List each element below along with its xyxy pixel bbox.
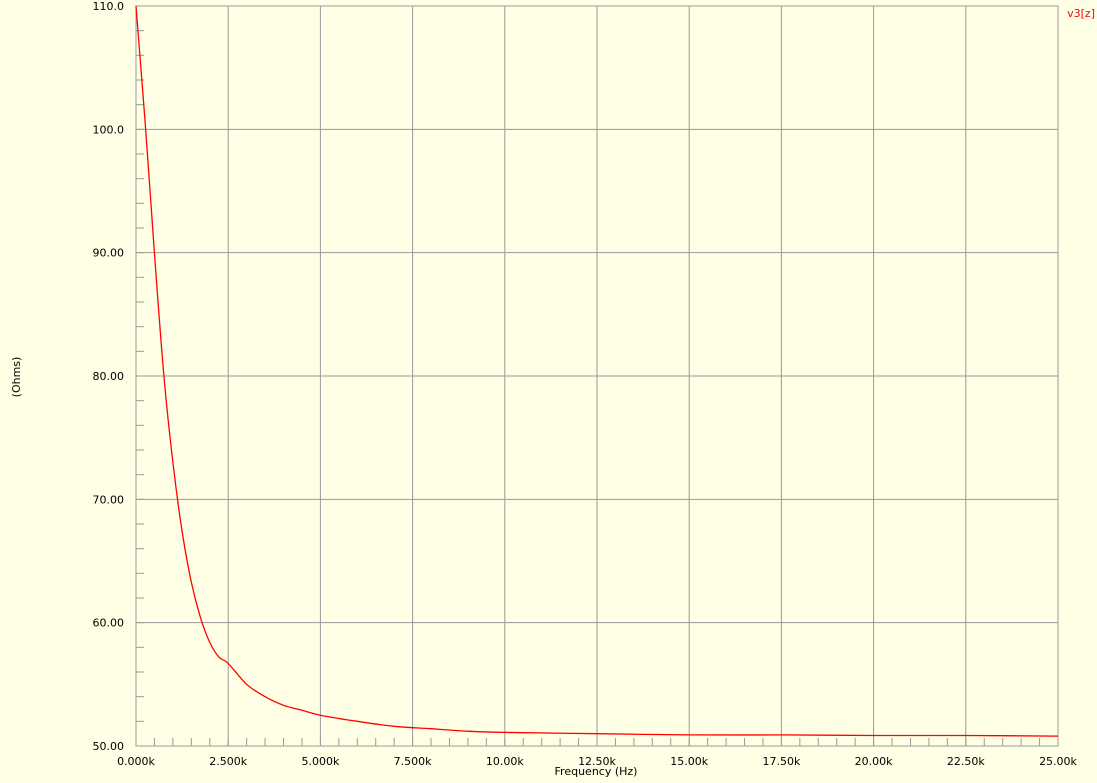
x-tick-label-3: 7.500k bbox=[394, 755, 432, 768]
x-tick-label-4: 10.00k bbox=[486, 755, 524, 768]
legend-series-label: v3[z] bbox=[1067, 7, 1095, 20]
y-tick-label-1: 60.00 bbox=[93, 617, 125, 630]
y-tick-label-6: 110.0 bbox=[93, 0, 125, 13]
x-tick-label-8: 20.00k bbox=[855, 755, 893, 768]
y-tick-label-3: 80.00 bbox=[93, 370, 125, 383]
tick-labels: 0.000k 2.500k 5.000k 7.500k 10.00k 12.50k 15.0… bbox=[93, 0, 1078, 768]
x-tick-label-5: 12.50k bbox=[578, 755, 616, 768]
series-line-0 bbox=[135, 5, 1059, 737]
x-tick-label-0: 0.000k bbox=[117, 755, 155, 768]
y-tick-label-5: 100.0 bbox=[93, 123, 125, 136]
plot-frame bbox=[135, 5, 1059, 747]
x-tick-label-6: 15.00k bbox=[670, 755, 708, 768]
y-tick-label-2: 70.00 bbox=[93, 493, 125, 506]
axes bbox=[135, 5, 1059, 747]
x-tick-label-10: 25.00k bbox=[1039, 755, 1077, 768]
x-tick-label-2: 5.000k bbox=[301, 755, 339, 768]
x-axis-title: Frequency (Hz) bbox=[555, 765, 638, 778]
minor-ticks bbox=[135, 5, 1059, 747]
y-tick-label-0: 50.00 bbox=[93, 740, 125, 753]
x-tick-label-9: 22.50k bbox=[947, 755, 985, 768]
y-axis-title: (Ohms) bbox=[10, 357, 23, 398]
series-layer bbox=[135, 5, 1059, 737]
x-tick-label-1: 2.500k bbox=[209, 755, 247, 768]
y-tick-label-4: 90.00 bbox=[93, 247, 125, 260]
x-tick-label-7: 17.50k bbox=[762, 755, 800, 768]
